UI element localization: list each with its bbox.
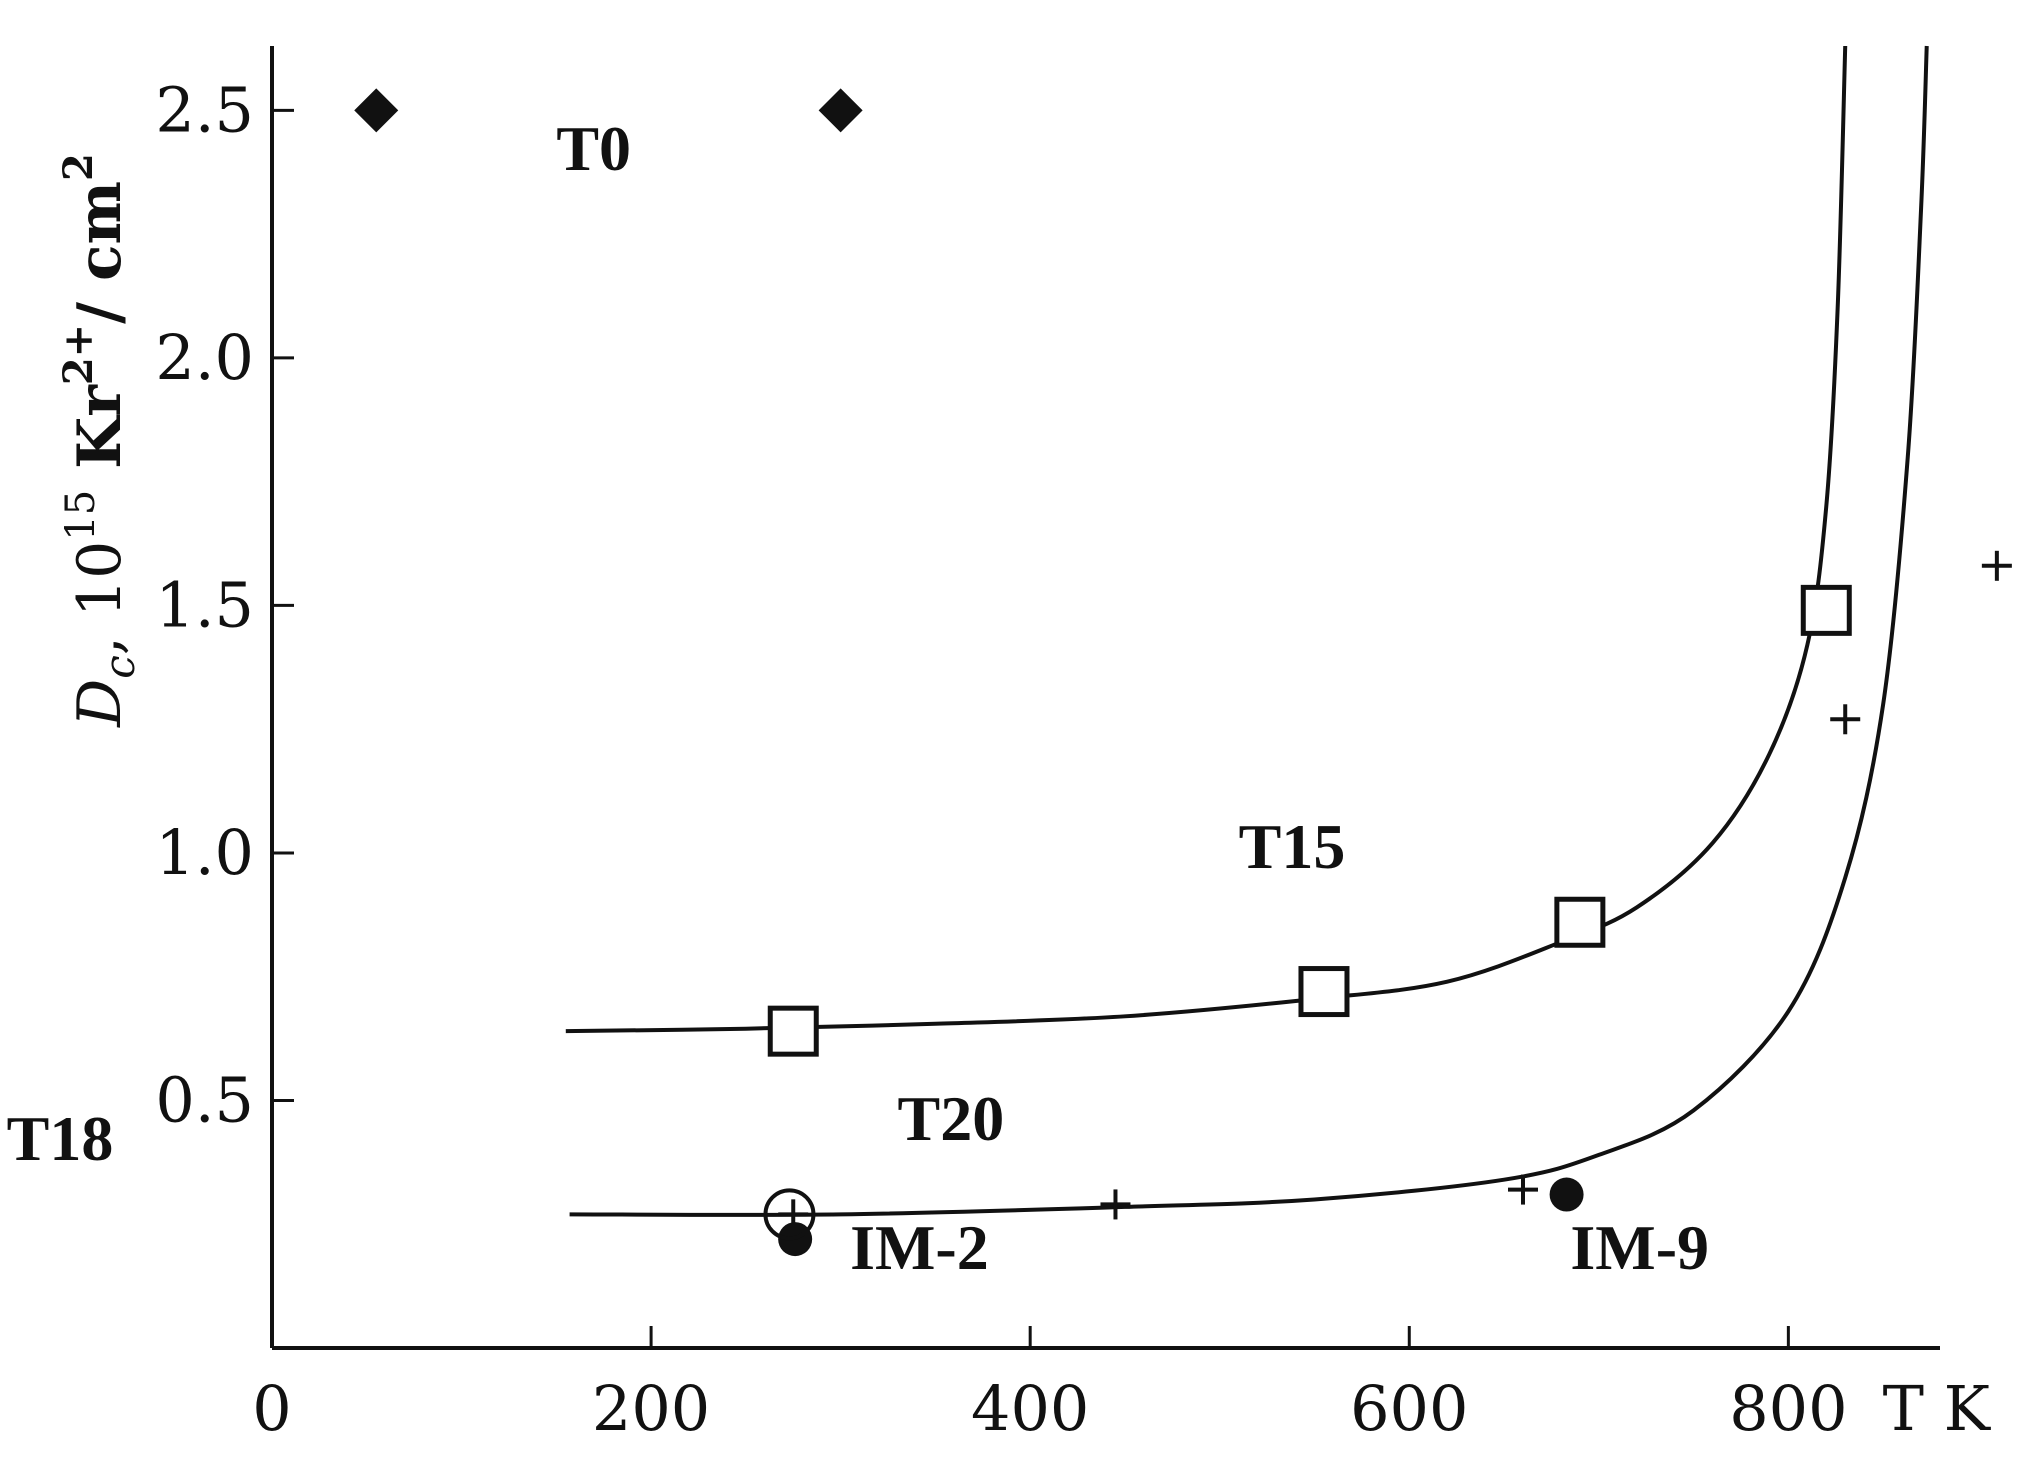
y-label-unit: / cm [65,181,135,324]
x-tick-label: 800 [1729,1372,1847,1445]
y-tick-label: 2.0 [155,321,254,394]
y-label-ion: 2+ [55,324,102,385]
diamond-marker [818,88,863,133]
square-marker [1554,896,1606,948]
x-axis-ticks: 0 200 400 600 800 [252,1326,1848,1445]
annotation-t18: T18 [7,1103,114,1174]
annotation-t20: T20 [898,1083,1005,1154]
plus-marker [1100,1189,1131,1220]
y-tick-label: 2.5 [155,73,254,146]
y-label-unit-sup: 2 [55,153,102,181]
annotation-t0: T0 [556,113,631,184]
square-marker [1298,966,1350,1018]
open-circle-marker [763,1188,816,1241]
plus-marker [1830,704,1861,735]
fit-curve-t20 [569,45,1929,1217]
x-tick-label: 400 [971,1372,1089,1445]
data-marks [354,88,2012,1257]
y-axis-label: Dc, 1015 Kr2+/ cm2 [55,153,144,728]
annotation-t15: T15 [1239,811,1346,882]
y-tick-label: 1.0 [155,816,254,889]
y-label-mid: , 10 [65,541,135,656]
y-label-bold: Kr [65,384,135,490]
y-label-sub: c [95,655,144,679]
y-axis-ticks: 0.5 1.0 1.5 2.0 2.5 [155,73,294,1136]
x-tick-label: 0 [252,1372,291,1445]
fit-curve-t15 [565,45,1848,1034]
filled-circle-marker [1549,1177,1584,1212]
square-marker [767,1005,819,1057]
x-tick-label: 600 [1350,1372,1468,1445]
axes [270,46,1940,1350]
square-marker [1800,584,1852,636]
annotation-im-9: IM-9 [1570,1212,1709,1283]
y-label-sup: 15 [58,490,104,541]
y-tick-label: 0.5 [155,1063,254,1136]
plus-marker [1981,550,2012,581]
plus-marker [1508,1174,1538,1205]
annotations: T0 T15 T18 T20 IM-2 IM-9 [7,113,1709,1283]
x-axis-label: T K [1883,1372,1992,1445]
y-tick-label: 1.5 [155,568,254,641]
diamond-marker [354,88,399,133]
annotation-im-2: IM-2 [850,1212,989,1283]
y-label-base: D [65,679,135,728]
x-tick-label: 200 [592,1372,710,1445]
